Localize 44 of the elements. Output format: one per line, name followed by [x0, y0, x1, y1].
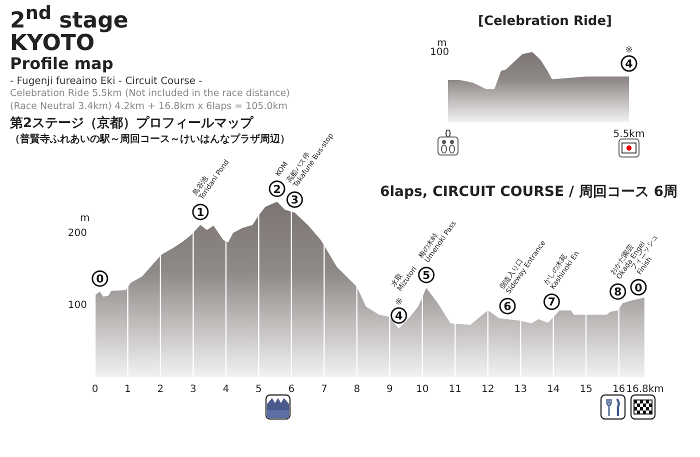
annotation: 6 [504, 300, 512, 314]
x-tick-label: 14 [546, 384, 560, 396]
x-tick-label: 8 [354, 384, 360, 396]
annotation: 4 [394, 309, 403, 322]
x-tick-label: 7 [320, 384, 328, 396]
x-tick-label: 2 [157, 384, 164, 396]
x-tick-label: 10 [416, 384, 429, 396]
x-tick-label: 11 [448, 384, 462, 396]
annotation: 4 [625, 58, 634, 70]
annotation: ※ [395, 297, 403, 308]
y-axis-title: m [437, 38, 447, 49]
x-tick-label: 4 [222, 384, 230, 396]
annotation: 7 [548, 296, 556, 309]
x-tick-label: 6 [288, 384, 295, 396]
annotation: 2 [273, 182, 281, 196]
x-tick-label: 9 [386, 384, 393, 396]
annotation: 8 [614, 286, 622, 299]
x-tick-label: 0 [92, 384, 98, 396]
chart-subtitle: 6laps, CIRCUIT COURSE / 周回コース 6周 [380, 183, 678, 201]
x-tick-label: 3 [190, 384, 196, 396]
text: (Race Neutral 3.4km) 4.2km + 16.8km x 6laps = 105.0km [10, 100, 289, 113]
x-tick-label: 13 [514, 384, 527, 396]
x-tick-label: 12 [481, 384, 494, 396]
chart-title: 2$^{nd}$ stage KYOTO Profile map [10, 3, 130, 73]
x-tick-label: 16 [612, 384, 626, 396]
x-tick-label: 5 [256, 384, 262, 396]
annotation: 0 [96, 272, 104, 286]
chart-title: [Celebration Ride] [478, 14, 612, 29]
annotation: 3 [290, 194, 299, 207]
annotation: 5 [422, 268, 430, 282]
text: （普賢寺ふれあいの駅～周回コース～けいはんなプラザ周辺） [10, 132, 290, 146]
annotation: 100 [430, 47, 450, 58]
text: - Fugenji fureaino Eki - Circuit Course - [10, 75, 204, 88]
annotation: 1 [196, 206, 204, 219]
annotation: 0 [634, 281, 643, 294]
text: Celebration Ride 5.5km (Not included in the race distance) [10, 88, 290, 101]
x-tick-label: 1 [124, 384, 131, 396]
x-tick-label: 16.8km [626, 384, 664, 396]
y-tick-label: 200 [68, 228, 87, 239]
text: 第2ステージ（京都）プロフィールマップ [10, 116, 255, 133]
x-tick-label: 5.5km [613, 129, 645, 140]
y-axis-title: m [80, 213, 90, 224]
annotation: ※ [625, 46, 633, 56]
x-tick-label: 15 [580, 384, 592, 396]
